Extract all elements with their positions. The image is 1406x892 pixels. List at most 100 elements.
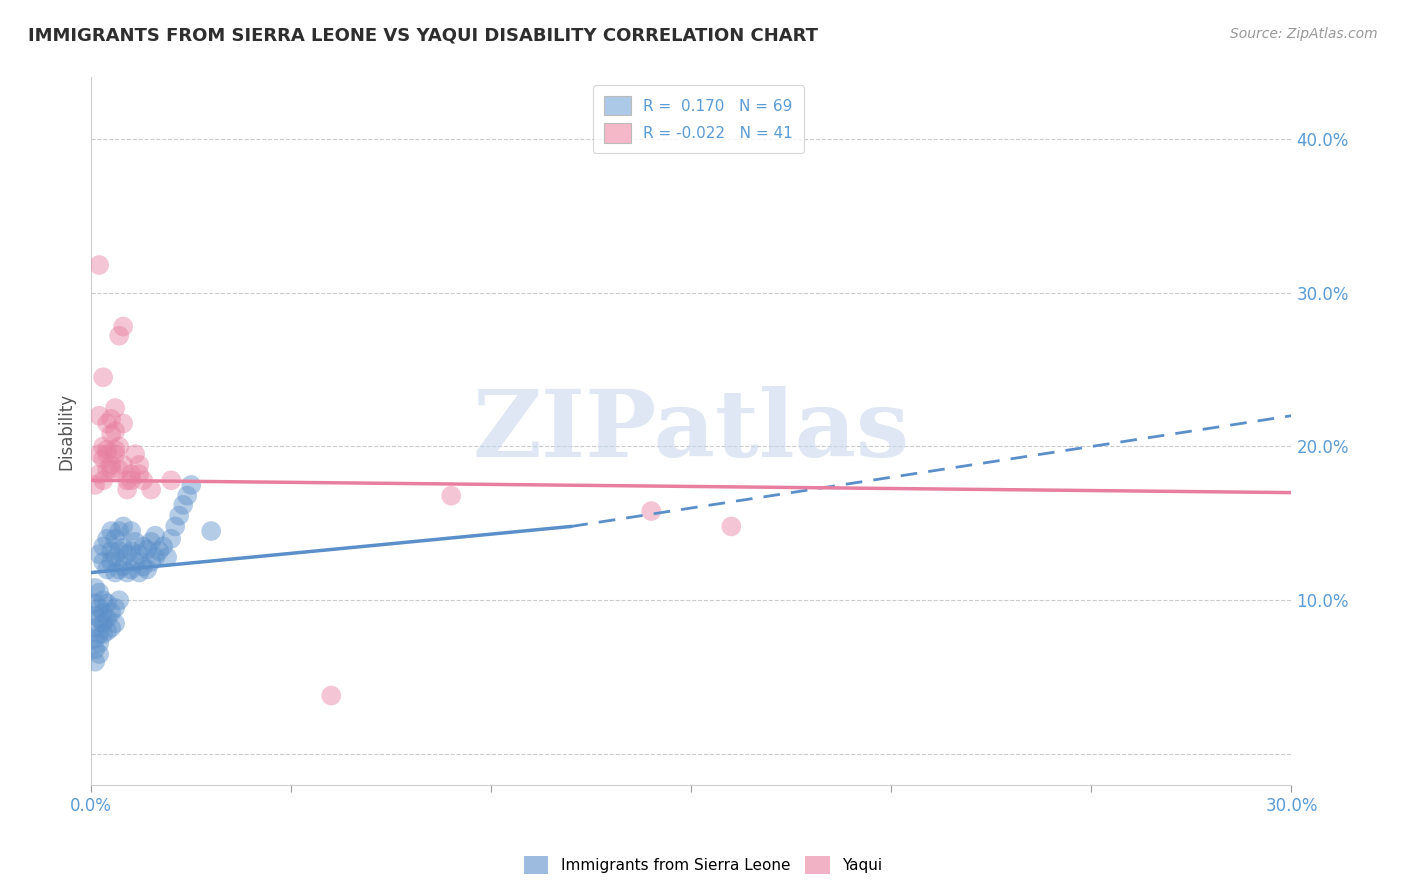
Point: [108, 462, 131, 476]
Point: [84, 608, 107, 623]
Point: [148, 544, 170, 558]
Point: [141, 483, 163, 497]
Point: [96, 562, 118, 576]
Point: [104, 442, 127, 457]
Point: [112, 319, 135, 334]
Point: [120, 562, 142, 576]
Point: [112, 458, 135, 472]
Point: [84, 478, 107, 492]
Point: [100, 606, 122, 620]
Point: [96, 596, 118, 610]
Point: [104, 601, 127, 615]
Point: [96, 462, 118, 476]
Point: [640, 504, 662, 518]
Point: [91, 555, 114, 569]
Point: [128, 547, 150, 561]
Point: [84, 632, 107, 646]
Point: [104, 616, 127, 631]
Point: [91, 451, 114, 466]
Point: [115, 547, 138, 561]
Point: [89, 258, 111, 272]
Point: [100, 462, 122, 476]
Text: ZIPatlas: ZIPatlas: [472, 386, 910, 476]
Point: [128, 566, 150, 580]
Point: [100, 458, 122, 472]
Point: [115, 566, 138, 580]
Point: [84, 642, 107, 657]
Point: [96, 532, 118, 546]
Point: [176, 489, 198, 503]
Point: [100, 524, 122, 538]
Point: [112, 417, 135, 431]
Point: [96, 612, 118, 626]
Point: [124, 555, 146, 569]
Point: [108, 544, 131, 558]
Point: [180, 478, 202, 492]
Point: [104, 424, 127, 438]
Point: [104, 447, 127, 461]
Point: [132, 559, 155, 574]
Point: [91, 627, 114, 641]
Point: [120, 473, 142, 487]
Point: [160, 532, 183, 546]
Point: [132, 540, 155, 554]
Point: [200, 524, 222, 538]
Point: [156, 550, 179, 565]
Point: [104, 566, 127, 580]
Point: [104, 532, 127, 546]
Point: [89, 547, 111, 561]
Point: [108, 524, 131, 538]
Point: [104, 550, 127, 565]
Point: [136, 562, 159, 576]
Point: [100, 427, 122, 442]
Point: [91, 606, 114, 620]
Point: [91, 616, 114, 631]
Point: [96, 442, 118, 457]
Point: [84, 581, 107, 595]
Point: [128, 467, 150, 482]
Point: [100, 544, 122, 558]
Point: [89, 585, 111, 599]
Point: [100, 555, 122, 569]
Point: [108, 328, 131, 343]
Point: [124, 534, 146, 549]
Point: [84, 621, 107, 635]
Point: [84, 655, 107, 669]
Point: [440, 489, 463, 503]
Point: [112, 559, 135, 574]
Point: [143, 550, 166, 565]
Point: [120, 524, 142, 538]
Point: [89, 409, 111, 423]
Point: [89, 647, 111, 661]
Point: [143, 529, 166, 543]
Text: IMMIGRANTS FROM SIERRA LEONE VS YAQUI DISABILITY CORRELATION CHART: IMMIGRANTS FROM SIERRA LEONE VS YAQUI DI…: [28, 27, 818, 45]
Point: [120, 467, 142, 482]
Point: [160, 473, 183, 487]
Point: [132, 473, 155, 487]
Point: [89, 447, 111, 461]
Point: [91, 540, 114, 554]
Point: [115, 473, 138, 487]
Point: [108, 562, 131, 576]
Point: [89, 627, 111, 641]
Point: [112, 541, 135, 555]
Point: [112, 519, 135, 533]
Point: [120, 544, 142, 558]
Point: [115, 483, 138, 497]
Point: [136, 542, 159, 557]
Point: [104, 401, 127, 415]
Point: [167, 508, 190, 523]
Point: [321, 689, 343, 703]
Point: [89, 601, 111, 615]
Point: [91, 593, 114, 607]
Point: [96, 417, 118, 431]
Point: [91, 473, 114, 487]
Point: [124, 447, 146, 461]
Point: [89, 636, 111, 650]
Point: [91, 440, 114, 454]
Point: [100, 621, 122, 635]
Point: [141, 555, 163, 569]
Point: [165, 519, 187, 533]
Legend: Immigrants from Sierra Leone, Yaqui: Immigrants from Sierra Leone, Yaqui: [517, 850, 889, 880]
Point: [96, 624, 118, 638]
